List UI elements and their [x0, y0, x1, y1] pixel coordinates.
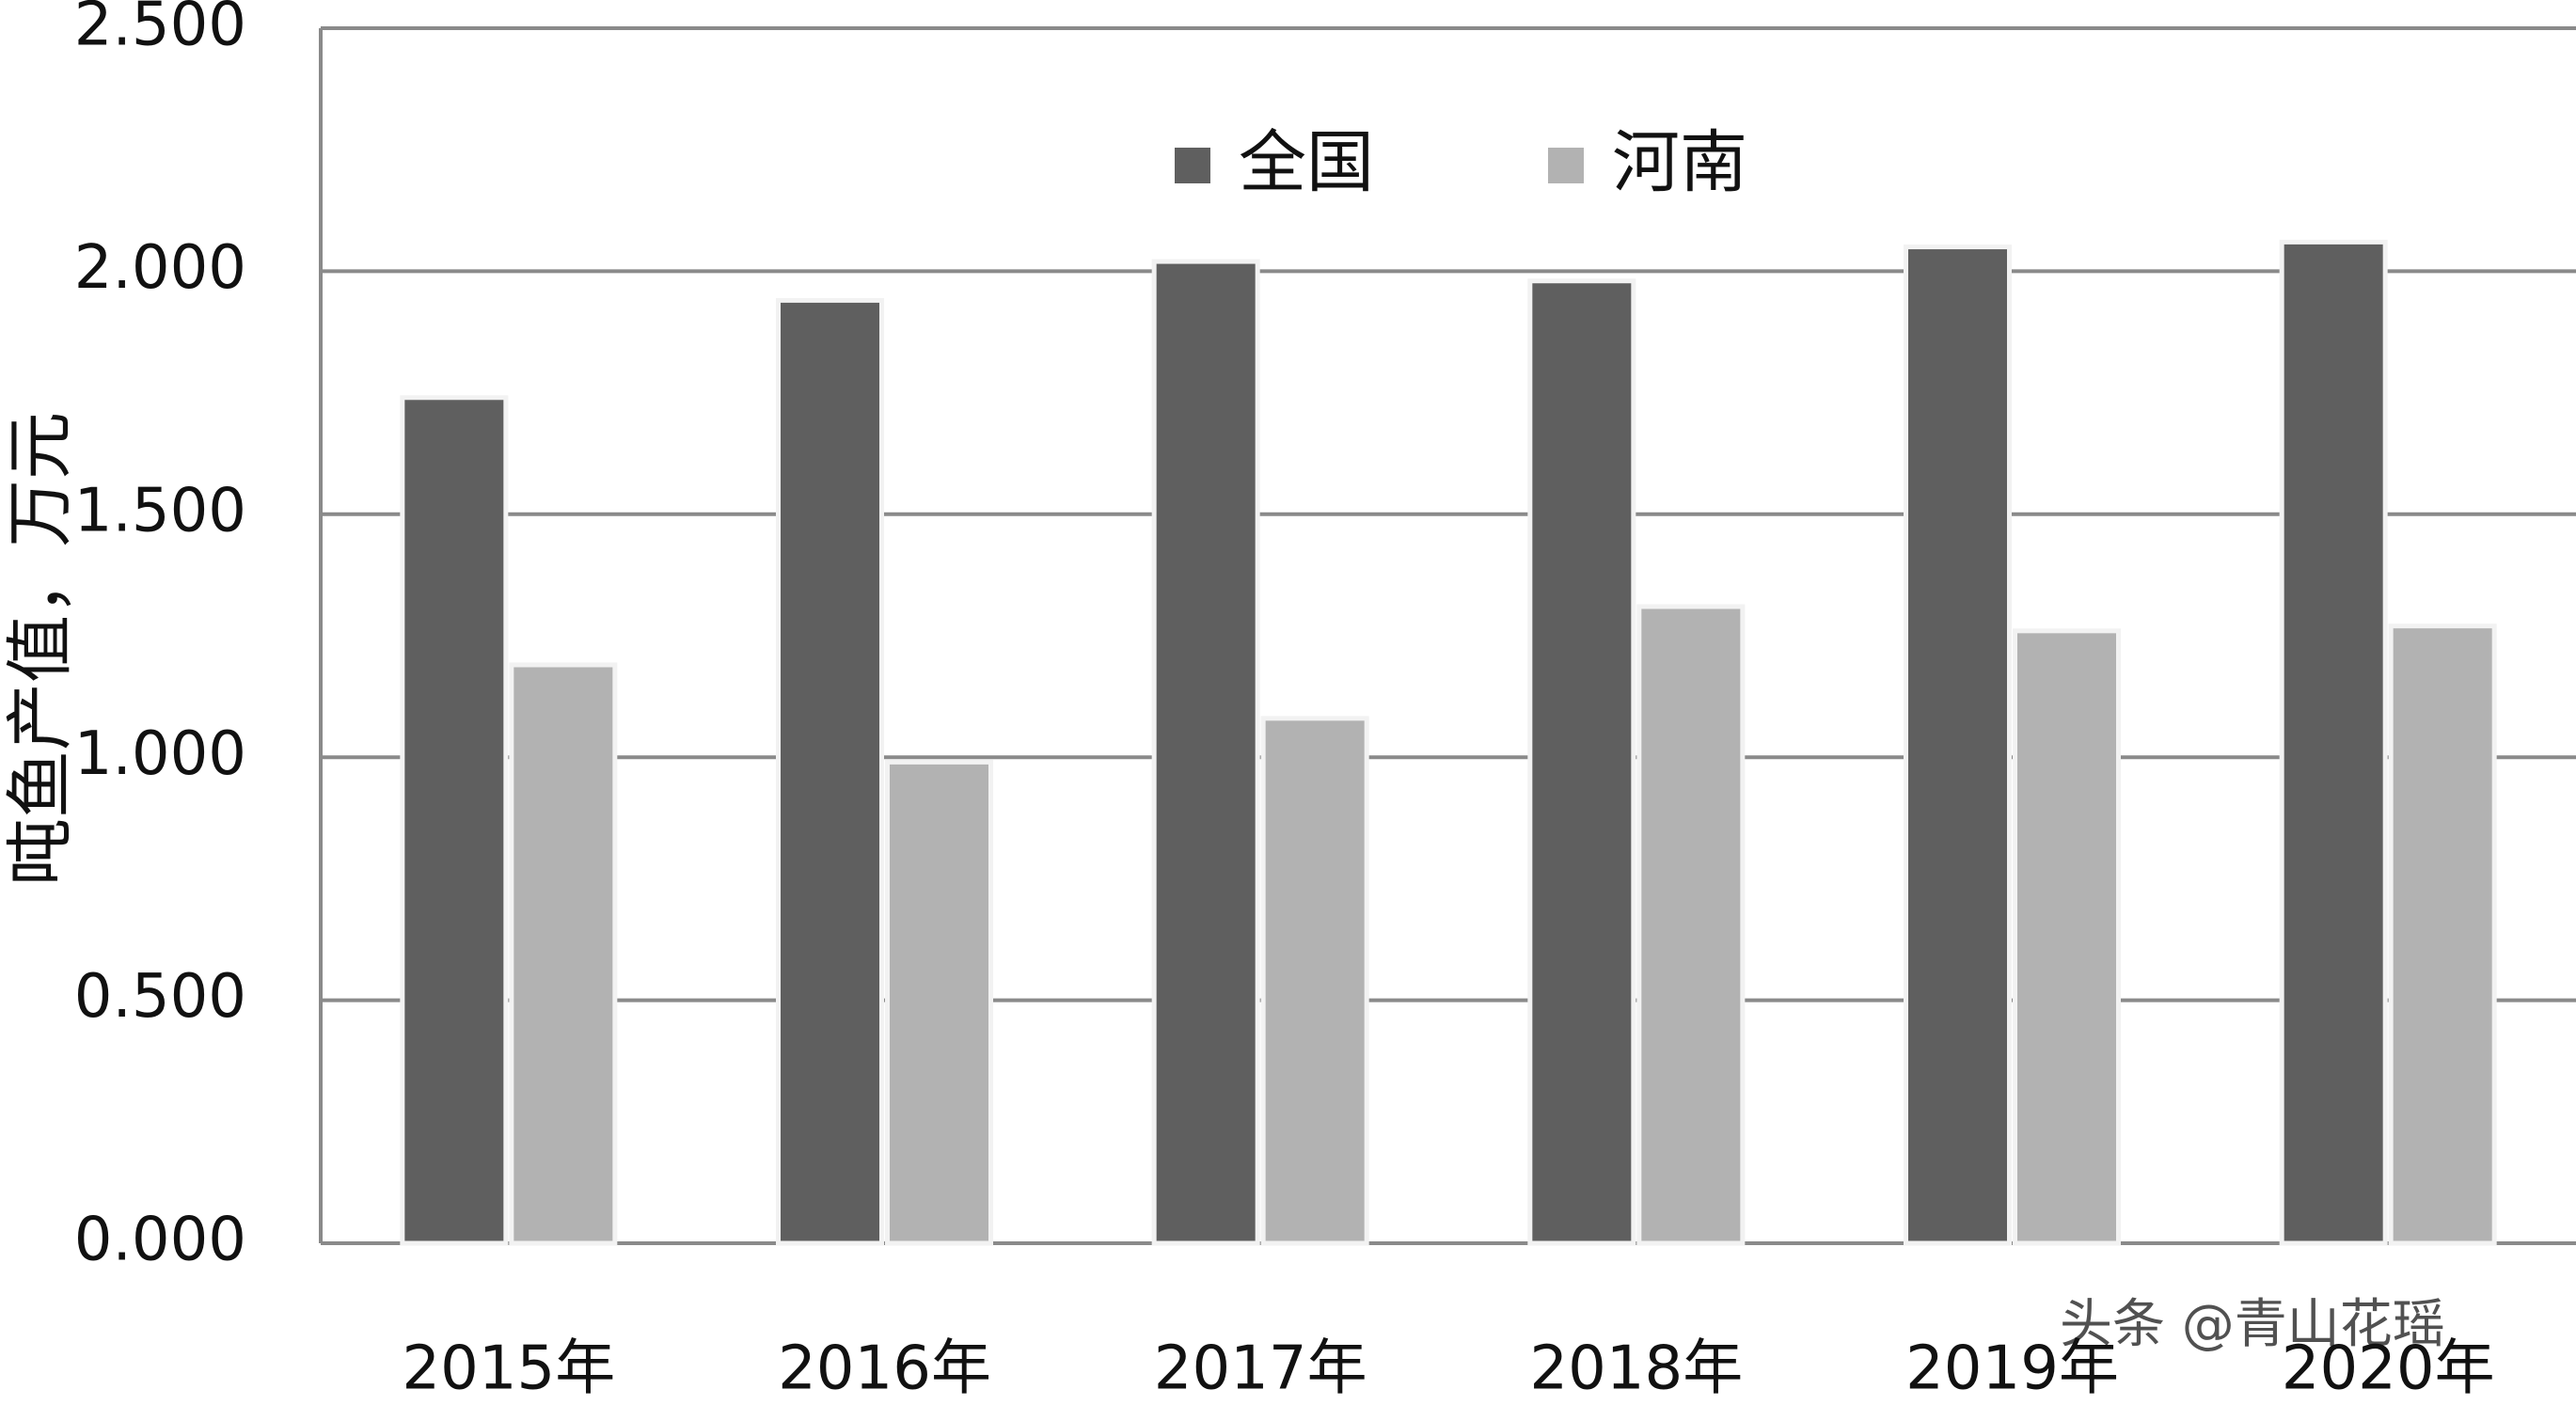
bar — [1260, 716, 1369, 1246]
y-tick-label: 2.000 — [74, 233, 246, 303]
watermark: 头条 @青山花瑶 — [2060, 1294, 2445, 1355]
bar — [885, 759, 993, 1246]
x-tick-label: 2017年 — [1154, 1334, 1367, 1404]
bar — [1527, 278, 1636, 1246]
bar — [2013, 628, 2121, 1246]
y-tick-label: 1.500 — [74, 476, 246, 545]
legend-label: 全国 — [1239, 123, 1374, 202]
legend-swatch — [1175, 148, 1210, 183]
x-tick-label: 2016年 — [778, 1334, 991, 1404]
bar — [2279, 239, 2388, 1246]
bar — [2388, 624, 2497, 1246]
bar — [1636, 604, 1746, 1246]
bar — [400, 395, 509, 1246]
x-tick-label: 2019年 — [1905, 1334, 2119, 1404]
x-tick-label: 2018年 — [1529, 1334, 1743, 1404]
x-tick-label: 2015年 — [402, 1334, 615, 1404]
x-tick-label: 2020年 — [2282, 1334, 2495, 1404]
y-axis-title: 吨鱼产值，万元 — [1, 412, 80, 886]
bar — [1904, 245, 2012, 1246]
bar — [776, 297, 884, 1246]
bar — [1151, 259, 1260, 1246]
y-tick-label: 1.000 — [74, 719, 246, 789]
y-tick-label: 2.500 — [74, 0, 246, 60]
y-tick-label: 0.500 — [74, 962, 246, 1032]
bar — [509, 662, 618, 1246]
y-tick-label: 0.000 — [74, 1206, 246, 1275]
legend-swatch — [1548, 148, 1584, 183]
legend-label: 河南 — [1612, 123, 1747, 202]
